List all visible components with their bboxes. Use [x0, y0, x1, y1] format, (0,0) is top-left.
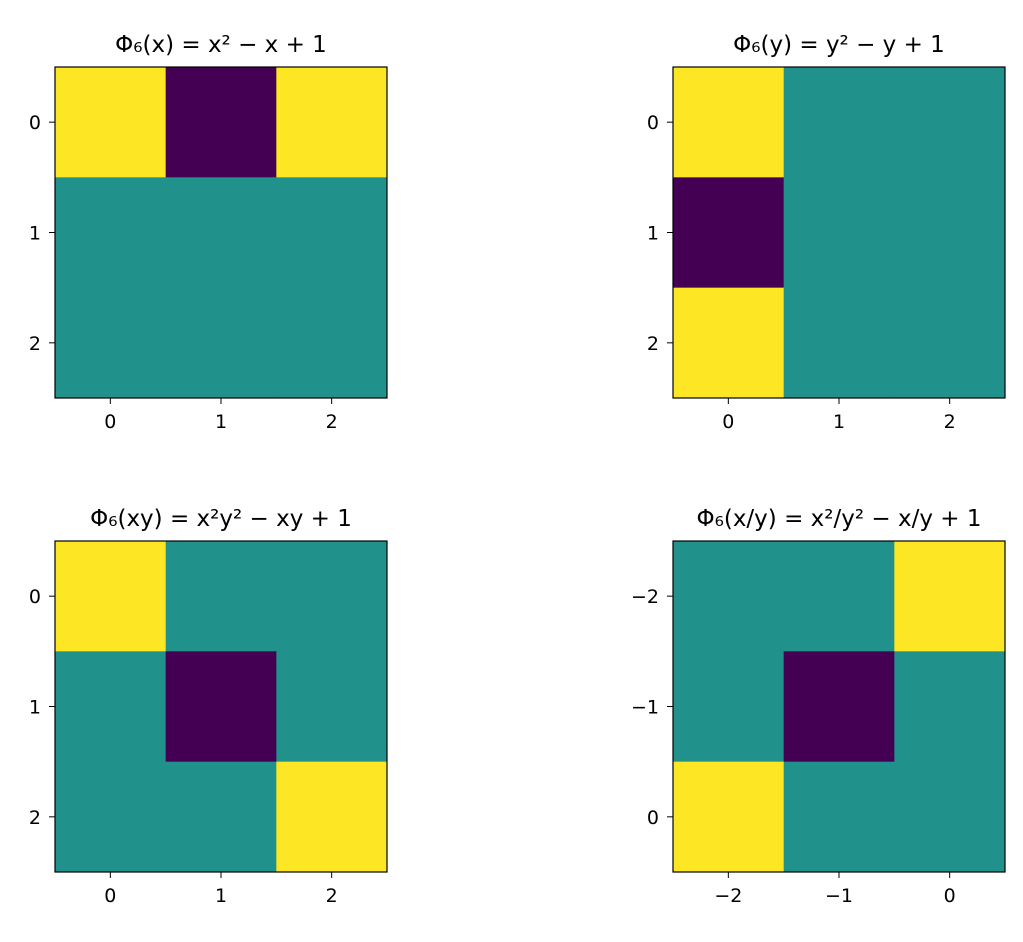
heatmap-cell	[276, 287, 388, 399]
subplot-4: Φ₆(x/y) = x²/y² − x/y + 1 −2 −1 0 −2 −1 0	[631, 506, 1006, 907]
subplot-title: Φ₆(x) = x² − x + 1	[115, 32, 327, 58]
heatmap-cell	[894, 651, 1006, 763]
x-tick-label: 2	[944, 411, 956, 433]
x-tick-label: 2	[326, 411, 338, 433]
y-tick-label: 0	[647, 807, 659, 829]
heatmap-cell	[783, 761, 895, 873]
heatmap-cell	[894, 541, 1006, 652]
heatmap-cell	[276, 651, 388, 763]
heatmap-cell	[55, 651, 167, 763]
heatmap-cell	[673, 67, 785, 178]
subplot-title: Φ₆(y) = y² − y + 1	[733, 32, 945, 58]
heatmap-cell	[673, 177, 785, 289]
heatmap-cell	[165, 651, 277, 763]
x-tick-label: 0	[722, 411, 734, 433]
y-tick-label: 1	[29, 223, 41, 245]
heatmap-cell	[276, 761, 388, 873]
heatmap-cell	[276, 541, 388, 652]
y-tick-label: 0	[29, 586, 41, 608]
subplot-3: Φ₆(xy) = x²y² − xy + 1 0 1 2 0 1 2	[29, 506, 388, 907]
x-tick-label: 1	[833, 411, 845, 433]
heatmap-cell	[783, 177, 895, 289]
heatmap-cell	[165, 67, 277, 178]
subplot-1: Φ₆(x) = x² − x + 1 0 1 2 0 1 2	[29, 32, 388, 433]
subplot-title: Φ₆(x/y) = x²/y² − x/y + 1	[697, 506, 982, 532]
heatmap-cell	[55, 287, 167, 399]
heatmap-cell	[673, 761, 785, 873]
y-tick-label: 1	[29, 697, 41, 719]
y-tick-label: 0	[647, 112, 659, 134]
heatmap-cell	[276, 67, 388, 178]
x-tick-label: 0	[944, 885, 956, 907]
subplot-title: Φ₆(xy) = x²y² − xy + 1	[90, 506, 352, 532]
heatmap-cell	[276, 177, 388, 289]
heatmap-cell	[894, 287, 1006, 399]
x-tick-label: −1	[825, 885, 853, 907]
y-tick-label: 2	[29, 333, 41, 355]
heatmap-cell	[165, 287, 277, 399]
heatmap-cell	[673, 287, 785, 399]
y-tick-label: 1	[647, 223, 659, 245]
y-tick-label: −2	[631, 586, 659, 608]
heatmap-cell	[55, 761, 167, 873]
y-tick-label: 2	[29, 807, 41, 829]
heatmap-cell	[783, 541, 895, 652]
heatmap-cell	[783, 287, 895, 399]
y-tick-label: 2	[647, 333, 659, 355]
y-tick-label: −1	[631, 697, 659, 719]
heatmap-cell	[165, 541, 277, 652]
x-tick-label: 1	[215, 411, 227, 433]
subplot-2: Φ₆(y) = y² − y + 1 0 1 2 0 1 2	[647, 32, 1006, 433]
x-tick-label: 1	[215, 885, 227, 907]
heatmap-cell	[783, 67, 895, 178]
heatmap-cell	[894, 761, 1006, 873]
heatmap-cell	[894, 177, 1006, 289]
heatmap-cell	[673, 541, 785, 652]
heatmap-cell	[894, 67, 1006, 178]
heatmap-cell	[783, 651, 895, 763]
heatmap-cell	[165, 761, 277, 873]
heatmap-cell	[55, 177, 167, 289]
heatmap-cell	[165, 177, 277, 289]
heatmap-cell	[55, 67, 167, 178]
x-tick-label: 0	[104, 411, 116, 433]
x-tick-label: 0	[104, 885, 116, 907]
heatmap-cell	[673, 651, 785, 763]
x-tick-label: 2	[326, 885, 338, 907]
x-tick-label: −2	[714, 885, 742, 907]
heatmap-cell	[55, 541, 167, 652]
y-tick-label: 0	[29, 112, 41, 134]
